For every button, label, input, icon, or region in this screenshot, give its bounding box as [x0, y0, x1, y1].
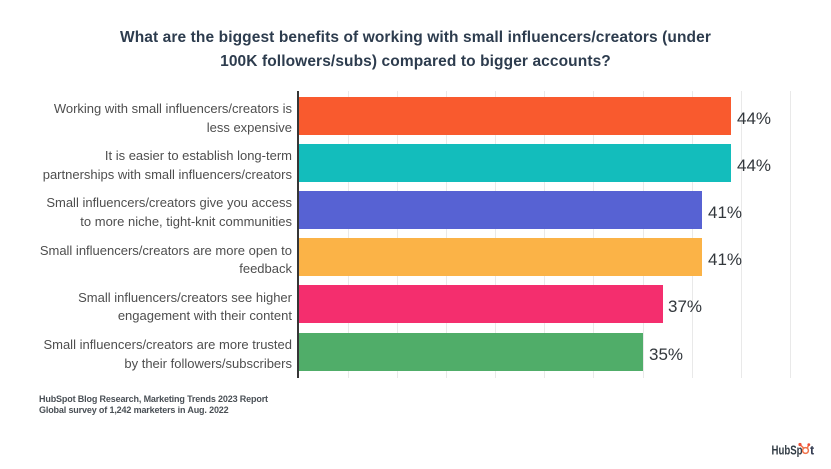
svg-text:t: t [810, 444, 815, 458]
svg-text:HubSp: HubSp [772, 444, 803, 458]
